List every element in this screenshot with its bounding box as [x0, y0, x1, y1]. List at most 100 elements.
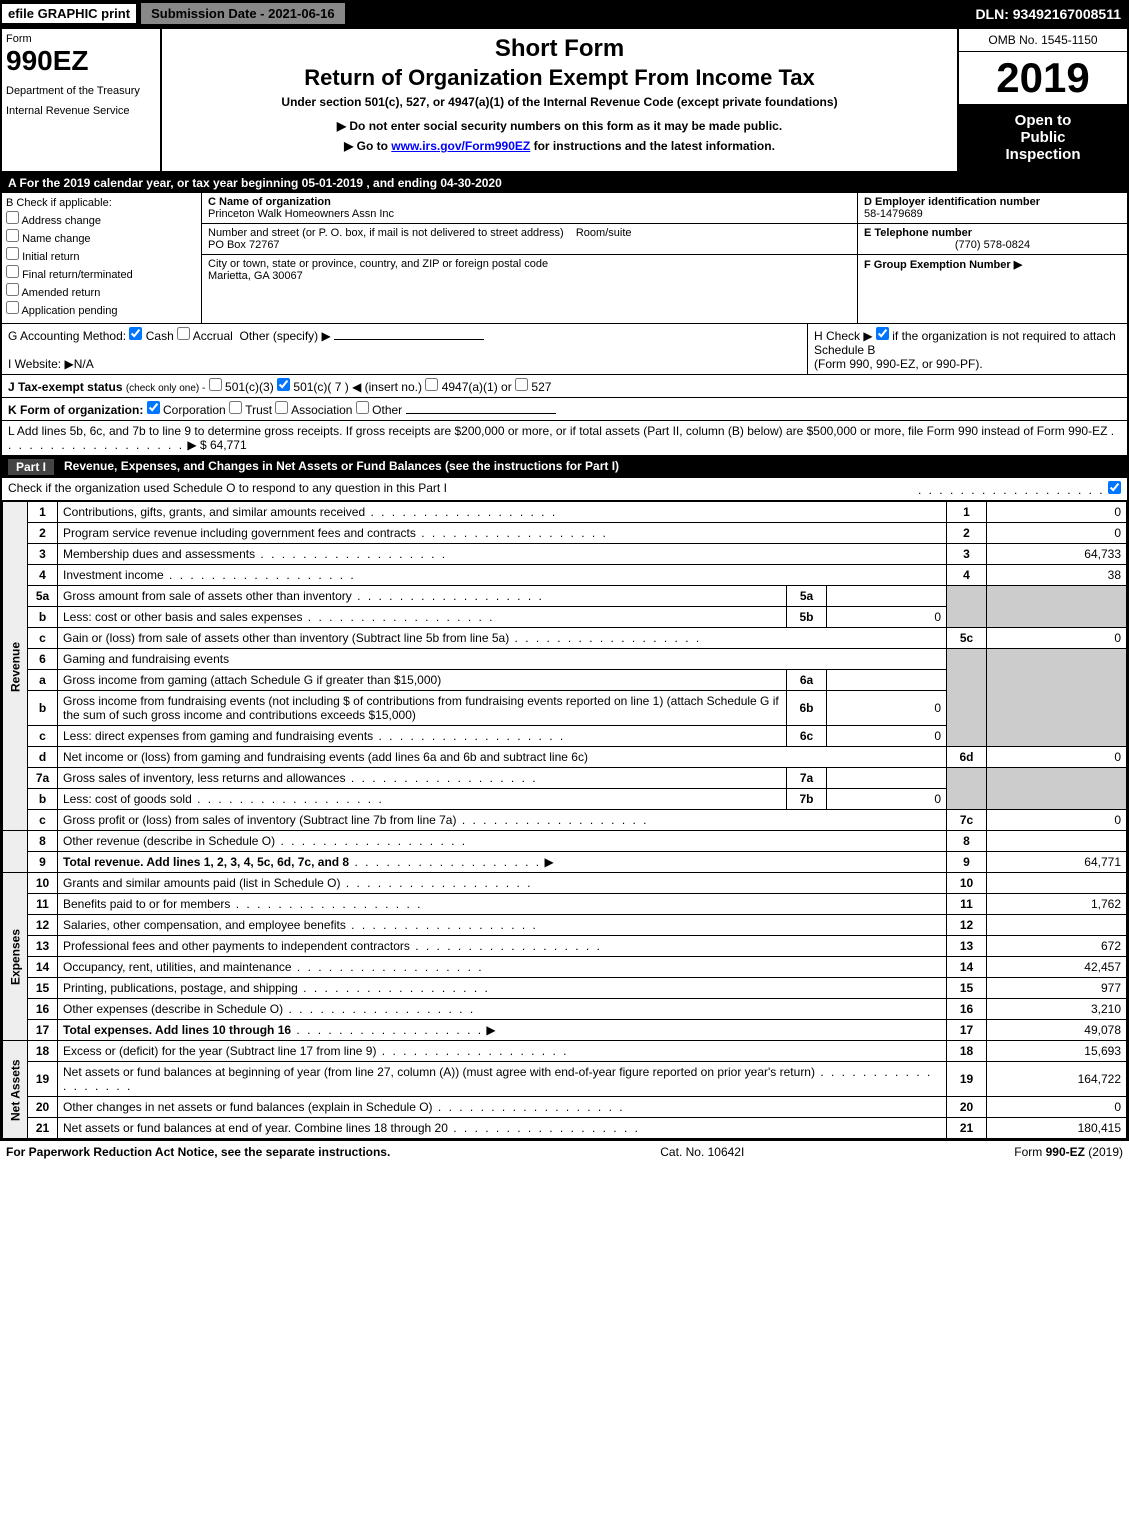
- table-row: 15Printing, publications, postage, and s…: [3, 978, 1127, 999]
- h-label: H Check ▶: [814, 329, 873, 343]
- org-name-row: C Name of organization Princeton Walk Ho…: [202, 193, 857, 224]
- j-label: J Tax-exempt status: [8, 380, 123, 394]
- k-assoc: Association: [291, 403, 352, 417]
- table-row: Expenses10Grants and similar amounts pai…: [3, 873, 1127, 894]
- table-row: 12Salaries, other compensation, and empl…: [3, 915, 1127, 936]
- table-row: cGross profit or (loss) from sales of in…: [3, 810, 1127, 831]
- table-row: 20Other changes in net assets or fund ba…: [3, 1097, 1127, 1118]
- k-label: K Form of organization:: [8, 403, 143, 417]
- checkbox-h[interactable]: [876, 327, 889, 340]
- org-name-label: C Name of organization: [208, 196, 331, 208]
- footer-left: For Paperwork Reduction Act Notice, see …: [6, 1145, 390, 1159]
- irs-link[interactable]: www.irs.gov/Form990EZ: [391, 139, 530, 153]
- city-value: Marietta, GA 30067: [208, 270, 303, 282]
- b-header: B Check if applicable:: [6, 197, 112, 209]
- part-i-label: Part I: [8, 459, 54, 475]
- line-g: G Accounting Method: Cash Accrual Other …: [2, 324, 807, 374]
- part-i-table: Revenue 1 Contributions, gifts, grants, …: [2, 501, 1127, 1139]
- checkbox-initial[interactable]: [6, 247, 19, 260]
- part-i-header: Part I Revenue, Expenses, and Changes in…: [2, 456, 1127, 478]
- g-label: G Accounting Method:: [8, 329, 126, 343]
- table-row: cGain or (loss) from sale of assets othe…: [3, 628, 1127, 649]
- netassets-side-label: Net Assets: [3, 1041, 28, 1139]
- check-final-return[interactable]: Final return/terminated: [6, 265, 197, 281]
- return-title: Return of Organization Exempt From Incom…: [168, 65, 951, 91]
- check-address-change[interactable]: Address change: [6, 211, 197, 227]
- h-text2: (Form 990, 990-EZ, or 990-PF).: [814, 357, 983, 371]
- table-row: 9Total revenue. Add lines 1, 2, 3, 4, 5c…: [3, 852, 1127, 873]
- footer-cat-no: Cat. No. 10642I: [660, 1145, 744, 1159]
- check-application-pending[interactable]: Application pending: [6, 301, 197, 317]
- revenue-side-label: Revenue: [3, 502, 28, 831]
- table-row: 6Gaming and fundraising events: [3, 649, 1127, 670]
- tax-year: 2019: [959, 52, 1127, 104]
- checkbox-name[interactable]: [6, 229, 19, 242]
- po-box: PO Box 72767: [208, 239, 280, 251]
- open-public-box: Open to Public Inspection: [959, 104, 1127, 171]
- address-row: Number and street (or P. O. box, if mail…: [202, 224, 857, 255]
- checkbox-501c7[interactable]: [277, 378, 290, 391]
- checkbox-amended[interactable]: [6, 283, 19, 296]
- section-def: D Employer identification number 58-1479…: [857, 193, 1127, 323]
- title-left: Form 990EZ Department of the Treasury In…: [2, 29, 162, 171]
- line-j: J Tax-exempt status (check only one) - 5…: [2, 375, 1127, 398]
- section-b: B Check if applicable: Address change Na…: [2, 193, 202, 323]
- section-c: C Name of organization Princeton Walk Ho…: [202, 193, 857, 323]
- form-container: Form 990EZ Department of the Treasury In…: [0, 27, 1129, 1141]
- city-row: City or town, state or province, country…: [202, 255, 857, 285]
- line-k: K Form of organization: Corporation Trus…: [2, 398, 1127, 421]
- check-initial-return[interactable]: Initial return: [6, 247, 197, 263]
- table-row: 5aGross amount from sale of assets other…: [3, 586, 1127, 607]
- j-o4: 527: [531, 380, 551, 394]
- checkbox-final[interactable]: [6, 265, 19, 278]
- part-i-title: Revenue, Expenses, and Changes in Net As…: [64, 459, 619, 475]
- goto-post: for instructions and the latest informat…: [530, 139, 775, 153]
- table-row: 7aGross sales of inventory, less returns…: [3, 768, 1127, 789]
- check-amended-return[interactable]: Amended return: [6, 283, 197, 299]
- checkbox-527[interactable]: [515, 378, 528, 391]
- l-value: ▶ $ 64,771: [187, 438, 246, 452]
- checkbox-corp[interactable]: [147, 401, 160, 414]
- checkbox-trust[interactable]: [229, 401, 242, 414]
- group-exemption-row: F Group Exemption Number ▶: [858, 255, 1127, 274]
- title-right: OMB No. 1545-1150 2019 Open to Public In…: [957, 29, 1127, 171]
- phone-value: (770) 578-0824: [864, 239, 1121, 251]
- table-row: 14Occupancy, rent, utilities, and mainte…: [3, 957, 1127, 978]
- group-exemption-label: F Group Exemption Number ▶: [864, 259, 1022, 271]
- check-name-change[interactable]: Name change: [6, 229, 197, 245]
- checkbox-cash[interactable]: [129, 327, 142, 340]
- footer-right: Form 990-EZ (2019): [1014, 1145, 1123, 1159]
- schedule-o-check-line: Check if the organization used Schedule …: [2, 478, 1127, 501]
- checkbox-4947[interactable]: [425, 378, 438, 391]
- header-bar: efile GRAPHIC print Submission Date - 20…: [0, 0, 1129, 27]
- checkbox-other[interactable]: [356, 401, 369, 414]
- checkbox-app[interactable]: [6, 301, 19, 314]
- j-o2: 501(c)( 7 ) ◀ (insert no.): [293, 380, 422, 394]
- table-row: 3Membership dues and assessments364,733: [3, 544, 1127, 565]
- dept-treasury: Department of the Treasury: [6, 85, 156, 97]
- addr-label: Number and street (or P. O. box, if mail…: [208, 227, 564, 239]
- checkbox-assoc[interactable]: [275, 401, 288, 414]
- checkbox-501c3[interactable]: [209, 378, 222, 391]
- l-text: L Add lines 5b, 6c, and 7b to line 9 to …: [8, 424, 1107, 438]
- ein-value: 58-1479689: [864, 208, 923, 220]
- j-o1: 501(c)(3): [225, 380, 274, 394]
- table-row: 13Professional fees and other payments t…: [3, 936, 1127, 957]
- table-row: 19Net assets or fund balances at beginni…: [3, 1062, 1127, 1097]
- r1-value: 0: [987, 502, 1127, 523]
- open1: Open to: [963, 112, 1123, 129]
- checkbox-address[interactable]: [6, 211, 19, 224]
- checkbox-accrual[interactable]: [177, 327, 190, 340]
- goto-line: ▶ Go to www.irs.gov/Form990EZ for instru…: [168, 139, 951, 153]
- k-corp: Corporation: [163, 403, 226, 417]
- table-row: Net Assets18Excess or (deficit) for the …: [3, 1041, 1127, 1062]
- gh-row: G Accounting Method: Cash Accrual Other …: [2, 324, 1127, 375]
- j-sub: (check only one) -: [126, 383, 205, 394]
- submission-date-button[interactable]: Submission Date - 2021-06-16: [140, 2, 346, 25]
- info-row: B Check if applicable: Address change Na…: [2, 193, 1127, 324]
- line-l: L Add lines 5b, 6c, and 7b to line 9 to …: [2, 421, 1127, 456]
- under-section: Under section 501(c), 527, or 4947(a)(1)…: [168, 95, 951, 109]
- checkbox-schedule-o[interactable]: [1108, 481, 1121, 494]
- ein-label: D Employer identification number: [864, 196, 1040, 208]
- ein-row: D Employer identification number 58-1479…: [858, 193, 1127, 224]
